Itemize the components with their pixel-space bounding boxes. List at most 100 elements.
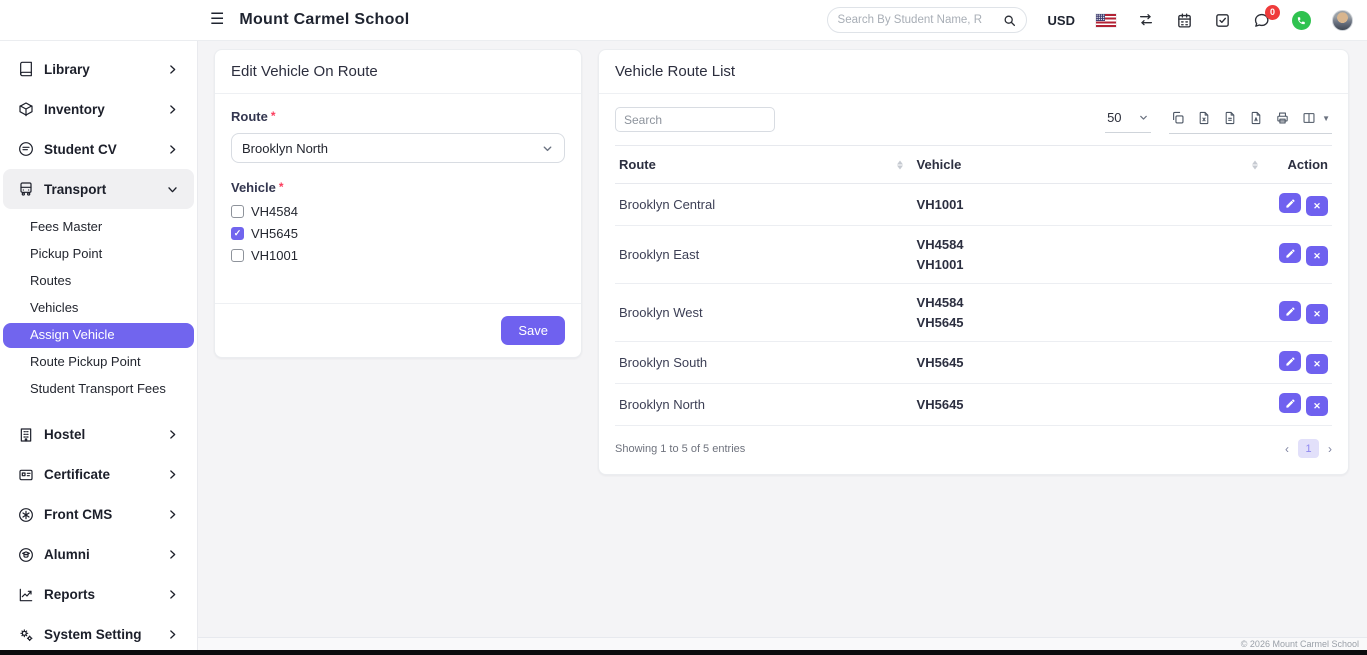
checkbox-unchecked-icon[interactable] bbox=[231, 249, 244, 262]
chat-badge: 0 bbox=[1265, 4, 1280, 20]
calendar-icon[interactable] bbox=[1176, 12, 1193, 29]
column-header-vehicle[interactable]: Vehicle bbox=[912, 145, 1268, 184]
sidebar-item-hostel[interactable]: Hostel bbox=[3, 415, 194, 455]
sidebar-item-label: System Setting bbox=[44, 627, 142, 643]
sort-icon[interactable] bbox=[896, 160, 903, 169]
vehicle-value: VH1001 bbox=[916, 256, 964, 272]
avatar[interactable] bbox=[1332, 9, 1353, 31]
table-row: Brooklyn South VH5645 ✕ bbox=[615, 341, 1332, 384]
edit-icon[interactable] bbox=[1279, 301, 1301, 321]
delete-icon[interactable]: ✕ bbox=[1306, 246, 1328, 266]
sort-icon[interactable] bbox=[1252, 160, 1258, 169]
vehicle-value: VH1001 bbox=[916, 196, 964, 212]
next-page-icon[interactable]: › bbox=[1328, 441, 1332, 456]
delete-icon[interactable]: ✕ bbox=[1306, 354, 1328, 374]
copyright-text: © 2026 Mount Carmel School bbox=[1240, 639, 1359, 649]
edit-icon[interactable] bbox=[1279, 243, 1301, 263]
page-size-select[interactable]: 50 bbox=[1105, 107, 1152, 133]
vehicle-route-list-card: Vehicle Route List 50 bbox=[598, 49, 1349, 475]
edit-icon[interactable] bbox=[1279, 393, 1301, 413]
page-size-value: 50 bbox=[1107, 110, 1122, 125]
sidebar-subitem-pickup-point[interactable]: Pickup Point bbox=[30, 245, 103, 261]
sidebar-item-label: Hostel bbox=[44, 427, 86, 443]
delete-icon[interactable]: ✕ bbox=[1306, 304, 1328, 324]
task-check-icon[interactable] bbox=[1214, 12, 1231, 29]
chevron-right-icon bbox=[166, 548, 179, 561]
checkbox-checked-icon[interactable]: ✓ bbox=[231, 227, 244, 240]
chevron-right-icon bbox=[166, 63, 179, 76]
sidebar-item-reports[interactable]: Reports bbox=[3, 575, 194, 615]
sidebar-item-front-cms[interactable]: Front CMS bbox=[3, 495, 194, 535]
submenu-transport: Fees Master Pickup Point Routes Vehicles Ass… bbox=[0, 209, 197, 415]
sidebar-item-library[interactable]: Library bbox=[3, 49, 194, 89]
vehicle-value: VH5645 bbox=[916, 354, 964, 370]
table-row: Brooklyn East VH4584 VH1001 ✕ bbox=[615, 225, 1332, 284]
edit-icon[interactable] bbox=[1279, 193, 1301, 213]
edit-card-title: Edit Vehicle On Route bbox=[215, 50, 581, 94]
page-footer: © 2026 Mount Carmel School bbox=[198, 637, 1367, 650]
current-page[interactable]: 1 bbox=[1298, 439, 1319, 458]
caret-down-icon[interactable]: ▼ bbox=[1322, 113, 1330, 123]
exchange-icon[interactable] bbox=[1137, 12, 1155, 28]
route-table: Route Vehicle Action Brooklyn Central VH1… bbox=[615, 145, 1332, 426]
sidebar-subitem-fees-master[interactable]: Fees Master bbox=[30, 219, 103, 234]
table-row: Brooklyn West VH4584 VH5645 ✕ bbox=[615, 283, 1332, 342]
sidebar-subitem-student-transport-fees[interactable]: Student Transport Fees bbox=[30, 380, 166, 396]
columns-icon[interactable] bbox=[1302, 111, 1316, 125]
edit-icon[interactable] bbox=[1279, 351, 1301, 371]
print-icon[interactable] bbox=[1275, 111, 1290, 125]
vehicle-cell: VH5645 bbox=[912, 341, 1268, 384]
list-card-title: Vehicle Route List bbox=[599, 50, 1348, 94]
csv-icon[interactable] bbox=[1223, 111, 1237, 125]
vehicle-option-vh1001[interactable]: VH1001 bbox=[231, 248, 565, 263]
global-search-input[interactable] bbox=[837, 14, 997, 26]
table-search-input[interactable] bbox=[615, 107, 775, 132]
vehicle-option-vh5645[interactable]: ✓ VH5645 bbox=[231, 226, 565, 241]
route-label: Route * bbox=[231, 109, 276, 124]
vehicle-cell: VH1001 bbox=[912, 183, 1268, 226]
us-flag-icon[interactable] bbox=[1096, 13, 1116, 27]
route-table-body: Brooklyn Central VH1001 ✕ Brooklyn East VH45… bbox=[615, 183, 1332, 426]
route-select[interactable]: Brooklyn North bbox=[231, 133, 565, 163]
chevron-right-icon bbox=[166, 468, 179, 481]
sidebar-item-label: Inventory bbox=[44, 101, 105, 117]
sidebar-subitem-route-pickup-point[interactable]: Route Pickup Point bbox=[30, 353, 141, 369]
column-header-route[interactable]: Route bbox=[615, 145, 913, 184]
search-icon[interactable] bbox=[1003, 14, 1016, 27]
sidebar-item-student-cv[interactable]: Student CV bbox=[3, 129, 194, 169]
vehicle-option-vh4584[interactable]: VH4584 bbox=[231, 204, 565, 219]
pdf-icon[interactable] bbox=[1249, 111, 1263, 125]
vehicle-value: VH4584 bbox=[916, 237, 964, 252]
table-header-row: Route Vehicle Action bbox=[615, 145, 1332, 184]
chevron-down-icon bbox=[1138, 112, 1149, 123]
excel-icon[interactable] bbox=[1197, 111, 1211, 125]
route-cell: Brooklyn East bbox=[615, 225, 913, 284]
sidebar-subitem-vehicles[interactable]: Vehicles bbox=[30, 299, 79, 315]
menu-icon[interactable]: ☰ bbox=[210, 11, 225, 28]
prev-page-icon[interactable]: ‹ bbox=[1285, 441, 1289, 456]
checkbox-unchecked-icon[interactable] bbox=[231, 205, 244, 218]
copy-icon[interactable] bbox=[1171, 111, 1185, 125]
table-row: Brooklyn North VH5645 ✕ bbox=[615, 383, 1332, 426]
delete-icon[interactable]: ✕ bbox=[1306, 196, 1328, 216]
gears-icon bbox=[17, 627, 34, 643]
sidebar-item-certificate[interactable]: Certificate bbox=[3, 455, 194, 495]
route-cell: Brooklyn South bbox=[615, 341, 913, 384]
sidebar-item-alumni[interactable]: Alumni bbox=[3, 535, 194, 575]
currency-label[interactable]: USD bbox=[1047, 12, 1075, 28]
sidebar-subitem-assign-vehicle[interactable]: Assign Vehicle bbox=[3, 322, 194, 348]
sidebar-item-system-setting[interactable]: System Setting bbox=[3, 615, 194, 650]
whatsapp-icon[interactable] bbox=[1292, 10, 1311, 30]
route-select-value: Brooklyn North bbox=[242, 140, 328, 156]
sidebar-item-inventory[interactable]: Inventory bbox=[3, 89, 194, 129]
required-asterisk: * bbox=[278, 180, 284, 194]
vehicle-checkbox-list: VH4584 ✓ VH5645 VH1001 bbox=[231, 204, 565, 263]
sidebar-subitem-routes[interactable]: Routes bbox=[30, 272, 72, 288]
cv-icon bbox=[17, 141, 34, 157]
save-button[interactable]: Save bbox=[501, 316, 565, 345]
vehicle-cell: VH5645 bbox=[912, 383, 1268, 426]
sidebar-item-transport[interactable]: Transport bbox=[3, 169, 194, 209]
chat-icon[interactable]: 0 bbox=[1252, 4, 1280, 29]
star-circle-icon bbox=[17, 507, 34, 523]
delete-icon[interactable]: ✕ bbox=[1306, 396, 1328, 416]
